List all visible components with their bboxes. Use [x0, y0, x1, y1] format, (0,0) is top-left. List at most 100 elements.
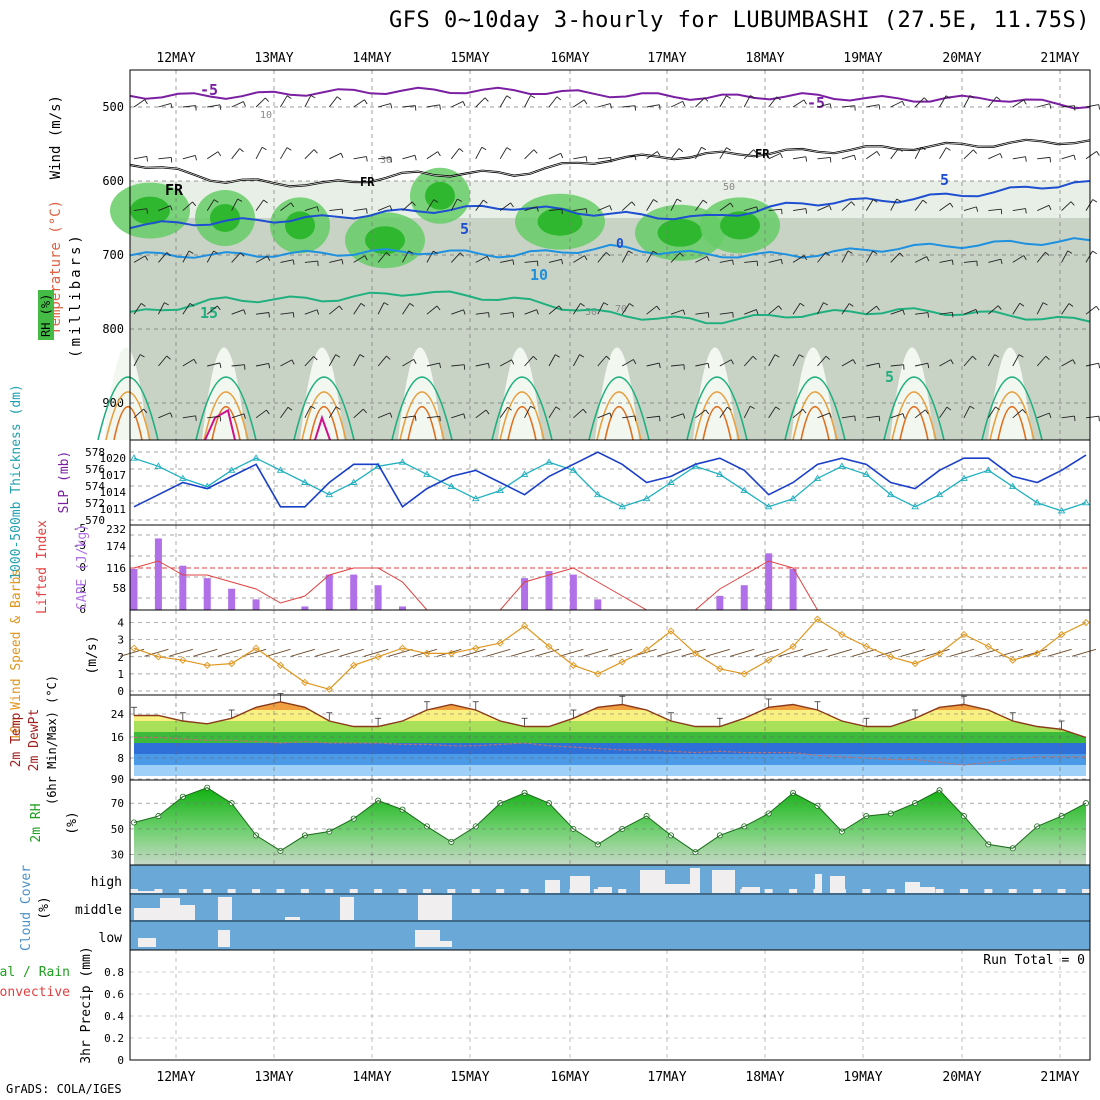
wind-barb — [475, 97, 486, 108]
wind-barb-flag — [1023, 99, 1027, 105]
wind-barb — [182, 201, 193, 211]
thickness-tick: 570 — [85, 514, 105, 527]
cloud-block — [218, 897, 232, 920]
bottom-date-label: 21MAY — [1040, 1070, 1079, 1085]
wind-barb-flag — [902, 413, 905, 419]
wind-barb — [475, 312, 489, 315]
wind-barb — [451, 252, 461, 263]
wind-barb-flag — [536, 309, 539, 315]
wind-barb — [1085, 150, 1097, 160]
wind-barb-flag — [872, 199, 878, 203]
wind-barb-flag — [829, 103, 832, 109]
temp-contour-label-extra: -5 — [807, 94, 825, 112]
wind-barb-flag — [949, 202, 954, 208]
wind10-barb — [388, 648, 413, 657]
wind-barb — [646, 362, 660, 367]
wind-barb-flag — [164, 302, 169, 306]
temp-contour-20 — [499, 391, 545, 441]
wind-barb — [402, 105, 416, 108]
temp-contour-20 — [301, 391, 347, 441]
thickness-line — [133, 457, 1087, 512]
wind-barb-flag — [310, 95, 316, 99]
wind-barb — [280, 406, 289, 419]
wind-barb — [573, 303, 581, 315]
wind-barb-flag — [583, 99, 588, 105]
wind-barb-flag — [828, 205, 832, 211]
cloud-thin-block — [862, 889, 871, 893]
wind-barb — [1037, 412, 1050, 419]
cape-bar — [130, 568, 138, 610]
wind-barb-flag — [922, 199, 928, 204]
top-date-label: 19MAY — [843, 51, 882, 66]
wind-barb — [573, 408, 584, 419]
wind-barb-flag — [170, 103, 173, 109]
wind-barb-flag — [409, 303, 415, 307]
top-date-label: 12MAY — [156, 51, 195, 66]
wind-barb — [890, 364, 904, 367]
wind-barb — [280, 202, 292, 211]
wind-barb — [792, 303, 801, 315]
wind-barb — [597, 103, 611, 108]
wind-barb-flag — [656, 151, 661, 156]
wind-barb — [1036, 302, 1044, 315]
wind-barb-flag — [658, 104, 661, 110]
wind-barb-flag — [705, 409, 710, 415]
wind-barb — [255, 97, 266, 108]
wind-barb-flag — [192, 201, 197, 207]
wind-barb — [402, 303, 411, 315]
wind-barb — [866, 305, 877, 315]
bottom-date-label: 18MAY — [745, 1070, 784, 1085]
wind-barb — [353, 156, 367, 160]
wind-barb — [450, 198, 458, 211]
wind-barb — [255, 312, 269, 315]
wind-barb — [524, 95, 531, 108]
temp2m-panel: 24 16 8 90 2m Temp 2m DewPt (6hr Min/Max) (°C) — [9, 675, 1091, 805]
profile-ytick-label: 500 — [102, 100, 124, 114]
wind-barb — [768, 258, 782, 263]
wind-barb-flag — [561, 259, 564, 265]
wind-barb — [890, 198, 898, 211]
wind-barb-flag — [1098, 104, 1100, 110]
wind-barb — [597, 205, 610, 212]
wind-barb — [695, 409, 707, 419]
thickness-point — [984, 466, 993, 473]
wind-barb-flag — [265, 97, 270, 102]
wind-barb — [548, 96, 558, 108]
wind-barb-flag — [389, 205, 393, 211]
wind-barb-flag — [1092, 250, 1097, 255]
wind-barb — [988, 208, 1002, 212]
cloud-thin-block — [300, 889, 309, 893]
wind-barb-flag — [1095, 305, 1100, 311]
wind-barb — [573, 255, 585, 263]
wind-barb-flag — [1018, 354, 1024, 358]
rh-dry-plume — [890, 347, 934, 440]
wind-barb — [621, 359, 634, 367]
wind-barb-flag — [585, 156, 588, 162]
wind-barb — [426, 104, 440, 108]
wind-barb-flag — [195, 415, 197, 421]
wind-barb-flag — [457, 198, 462, 202]
wind-barb-flag — [945, 95, 951, 99]
wind10-barb — [339, 648, 364, 657]
temp-tick: 24 — [111, 708, 125, 721]
wind-barb — [548, 258, 562, 263]
wind-barb — [548, 208, 562, 212]
wind-barb-flag — [512, 312, 515, 318]
wind-barb — [255, 362, 269, 367]
cloud-thin-block — [593, 889, 602, 893]
wind-barb — [182, 415, 196, 419]
wind-barb-flag — [752, 355, 757, 361]
thickness-legend: 1000-500mb Thickness (dm) SLP (mb) — [9, 384, 72, 580]
wind-barb — [695, 362, 709, 367]
wind-barb-flag — [945, 147, 951, 151]
wind-barb — [939, 202, 951, 211]
li-tick: -5 — [73, 522, 86, 535]
wind-barb-flag — [291, 359, 295, 365]
wind-barb-flag — [1023, 255, 1027, 260]
wind-barb-flag — [901, 101, 905, 107]
wind-barb-flag — [876, 151, 881, 156]
wind10-barb — [852, 648, 877, 657]
wind-barb — [914, 256, 927, 263]
wind-barb-flag — [383, 302, 389, 306]
wind10-point — [1082, 618, 1090, 627]
